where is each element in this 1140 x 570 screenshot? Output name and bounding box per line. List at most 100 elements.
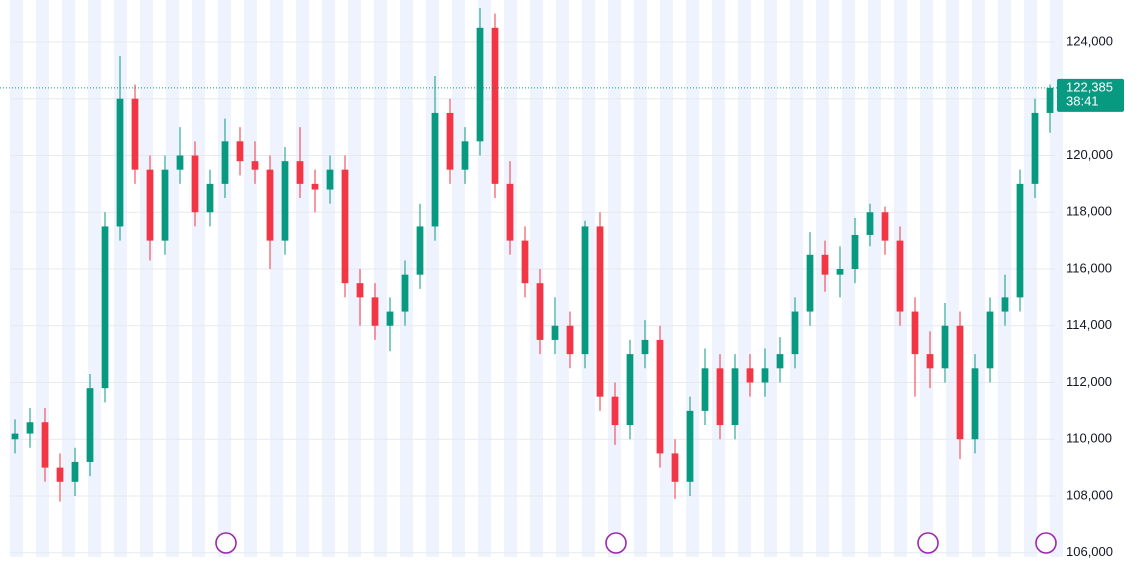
candle-body xyxy=(146,169,154,241)
candle-body xyxy=(431,112,439,227)
session-band xyxy=(140,0,153,557)
candle-body xyxy=(191,155,199,213)
candle-body xyxy=(86,388,94,462)
session-band xyxy=(192,0,205,557)
session-band xyxy=(374,0,387,557)
candle-body xyxy=(551,325,559,340)
candle-body xyxy=(611,396,619,426)
candle-body xyxy=(971,368,979,440)
candle-body xyxy=(791,311,799,355)
candle-body xyxy=(11,433,19,440)
candle-body xyxy=(251,161,259,170)
session-band xyxy=(348,0,361,557)
session-band xyxy=(764,0,777,557)
candle-body xyxy=(176,155,184,170)
candle-body xyxy=(656,339,664,454)
session-band xyxy=(920,0,933,557)
session-band xyxy=(634,0,647,557)
session-band xyxy=(868,0,881,557)
session-band xyxy=(582,0,595,557)
session-band xyxy=(322,0,335,557)
session-band xyxy=(530,0,543,557)
candle-body xyxy=(701,368,709,411)
candle-body xyxy=(506,183,514,241)
y-tick-label: 118,000 xyxy=(1066,204,1112,219)
candle-body xyxy=(416,226,424,275)
candle-body xyxy=(881,212,889,241)
session-band xyxy=(738,0,751,557)
candle-body xyxy=(371,297,379,326)
candle-body xyxy=(101,226,109,389)
session-band xyxy=(946,0,959,557)
session-band xyxy=(556,0,569,557)
candle-body xyxy=(296,161,304,184)
session-band xyxy=(244,0,257,557)
candle-body xyxy=(776,354,784,369)
session-band xyxy=(712,0,725,557)
candle-body xyxy=(716,368,724,426)
event-icon[interactable] xyxy=(605,532,627,554)
session-shading xyxy=(10,0,1063,557)
session-band xyxy=(972,0,985,557)
event-icon[interactable] xyxy=(215,532,237,554)
candle-body xyxy=(821,254,829,275)
candle-body xyxy=(116,98,124,227)
session-band xyxy=(816,0,829,557)
candle-body xyxy=(581,226,589,355)
y-tick-label: 120,000 xyxy=(1066,147,1113,162)
event-icon[interactable] xyxy=(917,532,939,554)
session-band xyxy=(296,0,309,557)
y-tick-label: 114,000 xyxy=(1066,317,1112,332)
candle-body xyxy=(266,169,274,241)
candle-body xyxy=(566,325,574,355)
session-band xyxy=(790,0,803,557)
candle-body xyxy=(341,169,349,284)
candle-body xyxy=(806,254,814,312)
candle-body xyxy=(401,274,409,312)
candle-body xyxy=(236,141,244,162)
candle-body xyxy=(56,467,64,482)
candle-body xyxy=(491,27,499,184)
candle-body xyxy=(206,183,214,213)
session-band xyxy=(660,0,673,557)
candle-body xyxy=(356,283,364,298)
candle-body xyxy=(26,422,34,434)
candle-body xyxy=(1001,297,1009,312)
candle-body xyxy=(536,283,544,340)
y-tick-label: 112,000 xyxy=(1066,374,1112,389)
candle-body xyxy=(386,311,394,326)
session-band xyxy=(452,0,465,557)
candle-body xyxy=(1031,112,1039,184)
session-band xyxy=(1050,0,1063,557)
candle-body xyxy=(686,410,694,482)
candle-body xyxy=(221,141,229,184)
candle-body xyxy=(626,354,634,426)
candle-body xyxy=(926,354,934,369)
candle-body xyxy=(911,311,919,355)
session-band xyxy=(62,0,75,557)
candle-body xyxy=(131,98,139,170)
candle-body xyxy=(896,240,904,312)
session-band xyxy=(842,0,855,557)
candle-body xyxy=(446,112,454,170)
candle-body xyxy=(731,368,739,426)
candle-body xyxy=(596,226,604,397)
candle-body xyxy=(41,422,49,468)
y-tick-label: 106,000 xyxy=(1066,544,1113,559)
session-band xyxy=(426,0,439,557)
candle-body xyxy=(641,339,649,355)
candle-body xyxy=(1046,87,1054,113)
candle-body xyxy=(71,461,79,482)
candle-body xyxy=(866,212,874,235)
candle-body xyxy=(161,169,169,241)
y-tick-label: 110,000 xyxy=(1066,431,1112,446)
candle-body xyxy=(851,234,859,269)
session-band xyxy=(36,0,49,557)
price-tag xyxy=(1057,78,1124,112)
y-tick-label: 108,000 xyxy=(1066,487,1113,502)
session-band xyxy=(608,0,621,557)
event-icon[interactable] xyxy=(1035,532,1057,554)
candle-body xyxy=(461,141,469,170)
candle-body xyxy=(761,368,769,383)
